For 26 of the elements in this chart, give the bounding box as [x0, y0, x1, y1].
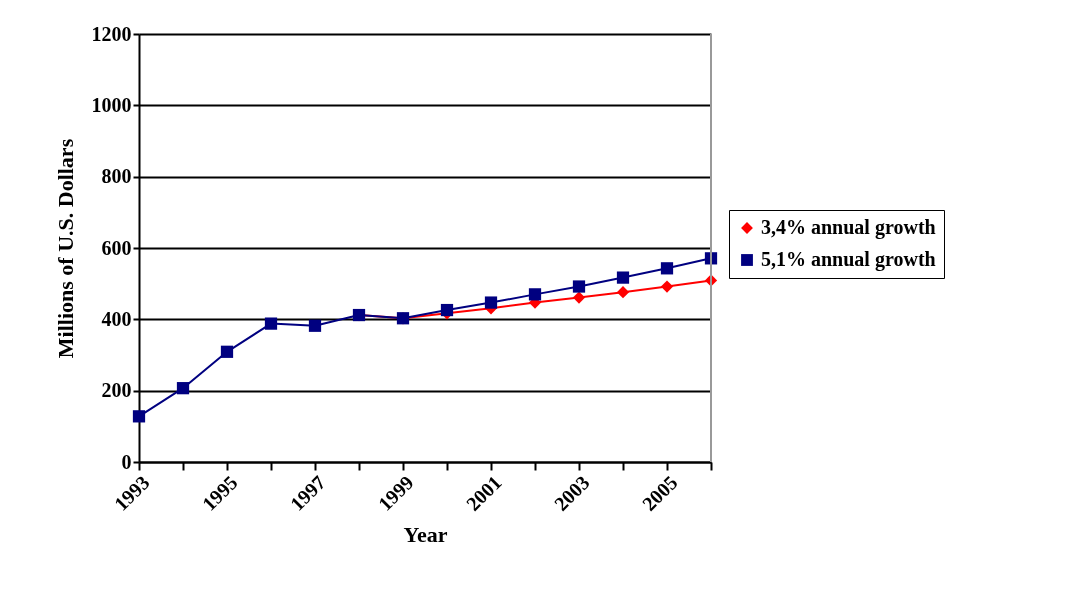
legend-label: 3,4% annual growth	[761, 216, 936, 239]
y-tick-label: 200	[101, 379, 132, 402]
point	[660, 280, 674, 293]
legend-label: 5,1% annual growth	[761, 248, 936, 271]
point	[528, 288, 542, 301]
y-tick-label: 800	[101, 165, 132, 188]
y-tick-label: 400	[101, 307, 132, 330]
point	[440, 303, 454, 317]
y-tick-label: 0	[121, 450, 132, 473]
point	[176, 382, 190, 395]
point	[308, 319, 322, 332]
point	[132, 410, 146, 423]
y-tick-label: 600	[101, 236, 132, 259]
point	[484, 296, 498, 309]
y-tick-label: 1200	[91, 22, 132, 45]
point	[572, 291, 586, 304]
point	[616, 286, 630, 299]
x-axis-title: Year	[403, 521, 448, 547]
point	[660, 262, 674, 275]
point	[572, 280, 586, 293]
point	[616, 271, 630, 284]
point	[220, 345, 234, 358]
y-axis-title: Millions of U.S. Dollars	[52, 138, 78, 359]
x-tick-label: 1999	[373, 471, 418, 515]
y-tick-label: 1000	[91, 93, 132, 116]
point	[264, 317, 278, 330]
